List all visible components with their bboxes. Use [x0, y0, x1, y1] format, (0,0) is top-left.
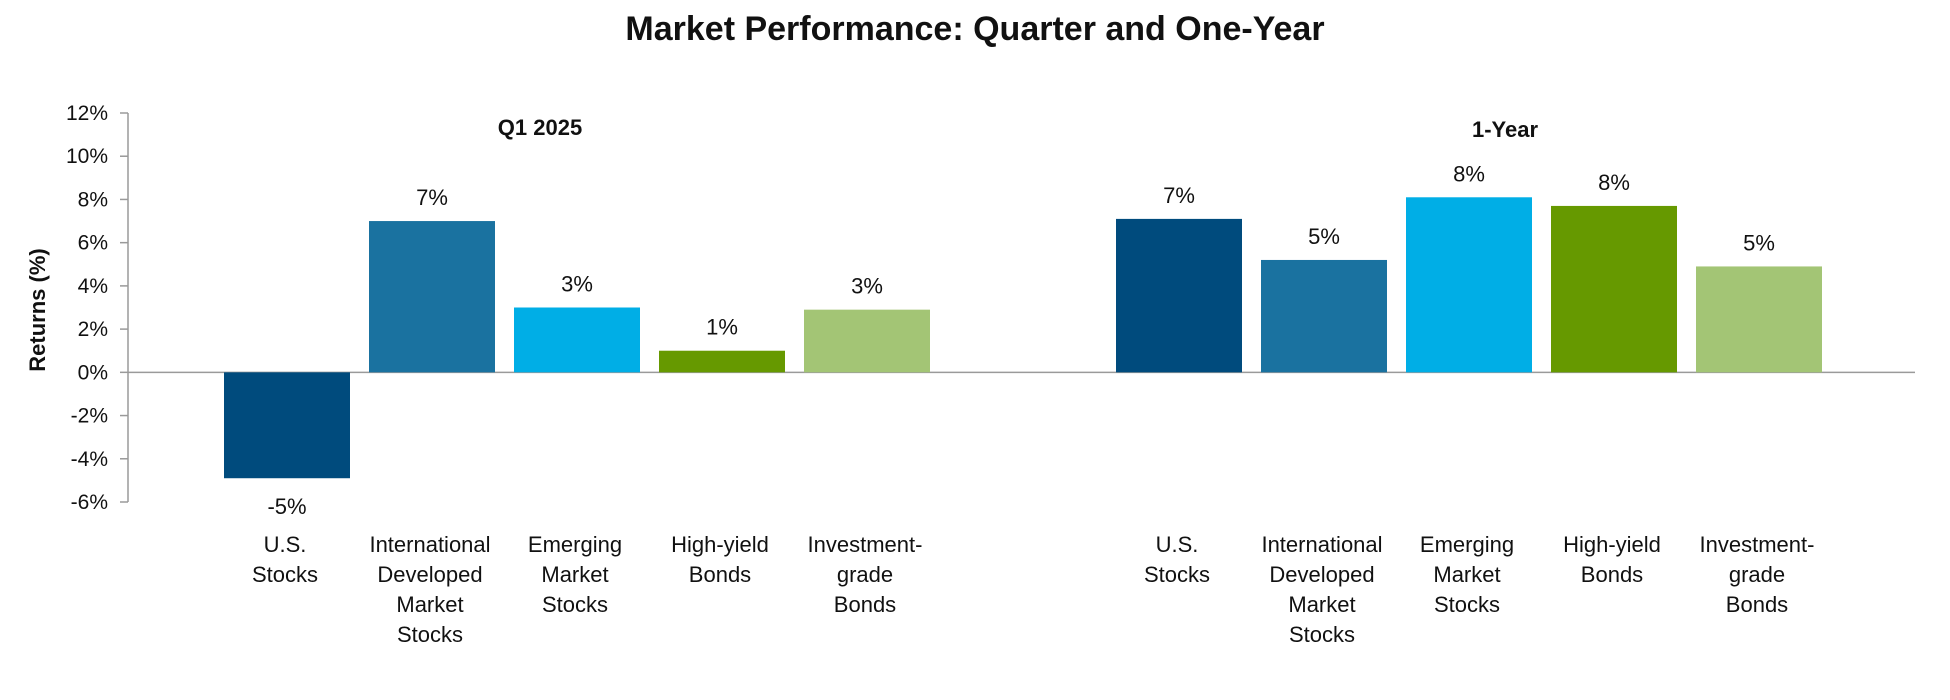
y-tick-label: 6%: [78, 232, 108, 255]
category-label-one-year-5: grade: [1729, 562, 1785, 587]
category-label-q1-4: Bonds: [689, 562, 751, 587]
category-label-one-year-3: Emerging: [1420, 532, 1514, 557]
category-label-one-year-3: Market: [1433, 562, 1500, 587]
bar-q1-2: [369, 221, 495, 373]
category-label-q1-2: Stocks: [397, 622, 463, 647]
category-label-q1-3: Market: [541, 562, 608, 587]
category-label-q1-3: Stocks: [542, 592, 608, 617]
axes-group: 12% 10% 8% 6% 4% 2% 0% -2% -4% -6%: [66, 102, 1915, 514]
y-tick-label: -4%: [71, 448, 108, 471]
category-label-one-year-2: International: [1261, 532, 1382, 557]
value-label-q1-3: 3%: [561, 272, 593, 297]
value-label-q1-2: 7%: [416, 185, 448, 210]
bars-group: [224, 197, 1822, 479]
value-label-q1-1: -5%: [267, 494, 306, 519]
y-axis-label: Returns (%): [25, 248, 50, 371]
category-label-q1-5: grade: [837, 562, 893, 587]
bar-one-year-5: [1696, 266, 1822, 373]
category-label-one-year-1: Stocks: [1144, 562, 1210, 587]
category-label-q1-2: Developed: [377, 562, 482, 587]
y-tick-label: -2%: [71, 405, 108, 428]
labels-group: -5% U.S. Stocks 7% International Developed Mar…: [252, 161, 1814, 647]
group-title-q1: Q1 2025: [498, 115, 582, 140]
group-title-1-year: 1-Year: [1472, 117, 1538, 142]
category-label-q1-2: International: [369, 532, 490, 557]
category-label-q1-4: High-yield: [671, 532, 769, 557]
value-label-one-year-4: 8%: [1598, 170, 1630, 195]
category-label-q1-3: Emerging: [528, 532, 622, 557]
value-label-q1-5: 3%: [851, 274, 883, 299]
chart-title: Market Performance: Quarter and One-Year: [625, 10, 1324, 48]
category-label-one-year-2: Stocks: [1289, 622, 1355, 647]
y-tick-label: 4%: [78, 275, 108, 298]
category-label-one-year-5: Investment-: [1700, 532, 1815, 557]
category-label-one-year-3: Stocks: [1434, 592, 1500, 617]
category-label-q1-2: Market: [396, 592, 463, 617]
y-tick-label: 2%: [78, 318, 108, 341]
bar-q1-1: [224, 372, 350, 479]
category-label-q1-1: Stocks: [252, 562, 318, 587]
value-label-one-year-3: 8%: [1453, 161, 1485, 186]
bar-one-year-2: [1261, 259, 1387, 373]
value-label-one-year-2: 5%: [1308, 224, 1340, 249]
category-label-one-year-2: Market: [1288, 592, 1355, 617]
bar-q1-4: [659, 350, 785, 373]
bar-one-year-4: [1551, 205, 1677, 373]
y-tick-label: 8%: [78, 188, 108, 211]
category-label-one-year-1: U.S.: [1156, 532, 1199, 557]
category-label-one-year-4: High-yield: [1563, 532, 1661, 557]
category-label-one-year-2: Developed: [1269, 562, 1374, 587]
bar-q1-5: [804, 309, 930, 373]
bar-one-year-3: [1406, 197, 1532, 373]
value-label-q1-4: 1%: [706, 315, 738, 340]
y-tick-label: 10%: [66, 145, 108, 168]
y-tick-label: -6%: [71, 491, 108, 514]
category-label-one-year-4: Bonds: [1581, 562, 1643, 587]
category-label-q1-5: Investment-: [808, 532, 923, 557]
bar-one-year-1: [1116, 218, 1242, 373]
y-tick-label: 12%: [66, 102, 108, 125]
category-label-one-year-5: Bonds: [1726, 592, 1788, 617]
y-tick-label: 0%: [78, 361, 108, 384]
category-label-q1-1: U.S.: [264, 532, 307, 557]
value-label-one-year-1: 7%: [1163, 183, 1195, 208]
value-label-one-year-5: 5%: [1743, 230, 1775, 255]
category-label-q1-5: Bonds: [834, 592, 896, 617]
bar-q1-3: [514, 307, 640, 373]
